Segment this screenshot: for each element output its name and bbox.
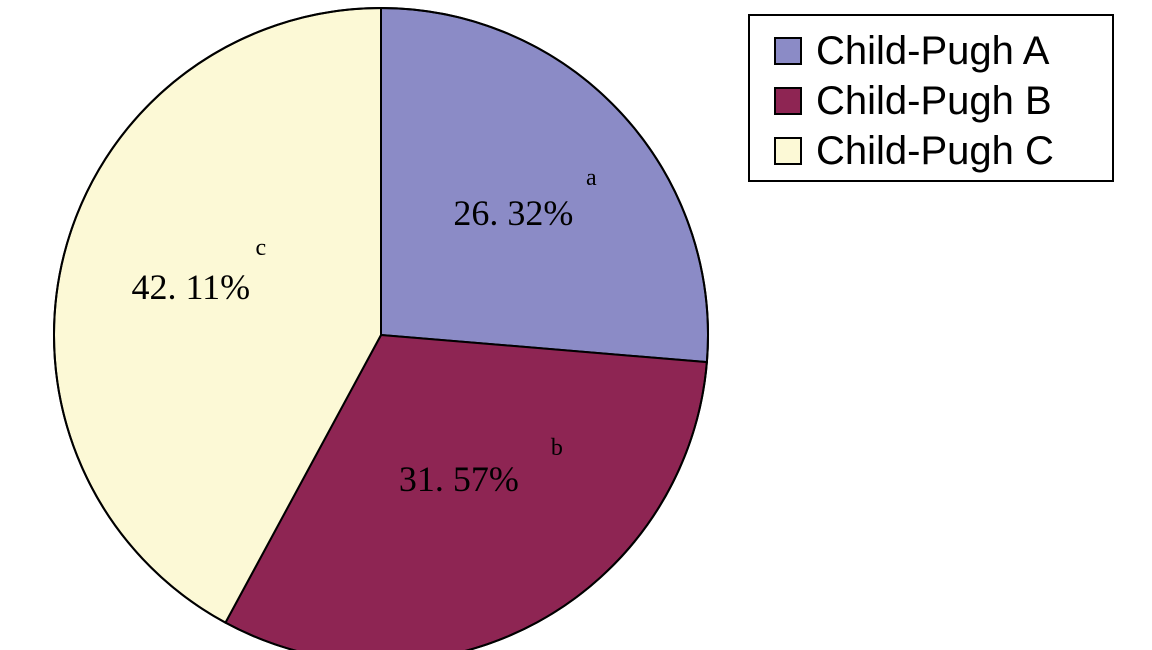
pie-outline: [53, 7, 709, 650]
slice-letter-b: b: [551, 435, 563, 461]
pie-slices: [53, 6, 709, 650]
legend-item-child-pugh-c: Child-Pugh C: [750, 126, 1112, 176]
pie-slice-a: [380, 6, 709, 364]
chart-legend: Child-Pugh A Child-Pugh B Child-Pugh C: [748, 14, 1114, 182]
legend-item-child-pugh-b: Child-Pugh B: [750, 76, 1112, 126]
legend-label-c: Child-Pugh C: [816, 129, 1054, 173]
slice-letter-c: c: [255, 235, 266, 261]
slice-letter-a: a: [586, 165, 597, 191]
legend-label-a: Child-Pugh A: [816, 29, 1050, 73]
legend-swatch-a: [774, 37, 802, 65]
legend-item-child-pugh-a: Child-Pugh A: [750, 26, 1112, 76]
legend-swatch-b: [774, 87, 802, 115]
legend-swatch-c: [774, 137, 802, 165]
slice-percent-label-a: 26. 32%: [453, 193, 573, 233]
legend-label-b: Child-Pugh B: [816, 79, 1052, 123]
slice-percent-label-b: 31. 57%: [399, 459, 519, 499]
pie-labels: 26. 32% a 31. 57% b 42. 11%c: [131, 165, 597, 499]
slice-percent-label-c: 42. 11%: [131, 267, 250, 307]
